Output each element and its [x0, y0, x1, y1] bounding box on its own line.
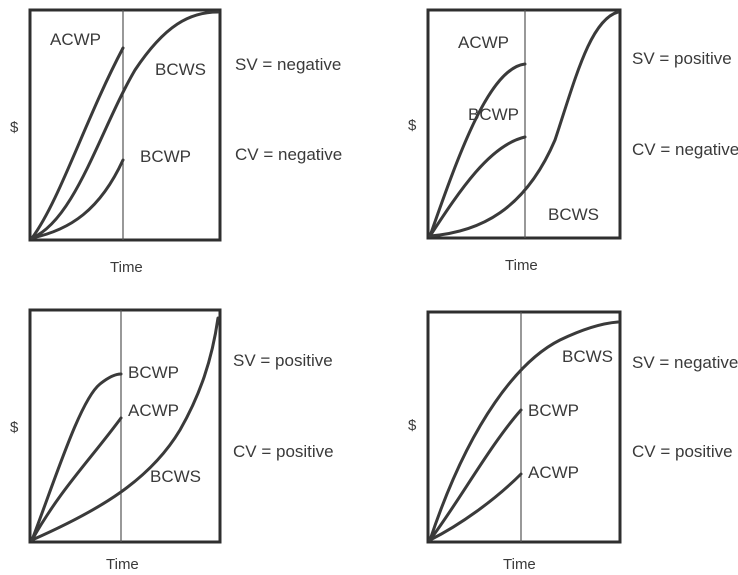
bcwp-curve	[428, 135, 527, 238]
bcwp-label: BCWP	[528, 401, 579, 420]
plot-frame	[28, 8, 222, 242]
panel-sv-positive-cv-negative: ACWP BCWP BCWS SV = positive CV = negati…	[408, 8, 738, 274]
x-axis-label: Time	[110, 259, 143, 276]
bcwp-label: BCWP	[140, 147, 191, 166]
acwp-curve	[428, 62, 527, 238]
bcws-label: BCWS	[548, 205, 599, 224]
schedule-variance-label: SV = negative	[235, 55, 341, 74]
schedule-variance-label: SV = negative	[632, 353, 738, 372]
panel-sv-negative-cv-negative: ACWP BCWS BCWP SV = negative CV = negati…	[10, 8, 342, 276]
bcwp-curve	[428, 408, 523, 542]
x-axis-label: Time	[503, 556, 536, 573]
cost-variance-label: CV = positive	[233, 442, 334, 461]
cost-variance-label: CV = positive	[632, 442, 733, 461]
plot-frame	[426, 8, 622, 240]
acwp-curve	[30, 416, 123, 542]
y-axis-label: $	[10, 419, 19, 436]
bcwp-curve	[30, 158, 125, 240]
bcws-curve	[428, 320, 620, 542]
acwp-label: ACWP	[50, 30, 101, 49]
y-axis-label: $	[10, 119, 19, 136]
bcwp-curve	[30, 372, 123, 542]
acwp-label: ACWP	[458, 33, 509, 52]
acwp-curve	[30, 46, 125, 240]
acwp-label: ACWP	[128, 401, 179, 420]
bcws-label: BCWS	[562, 347, 613, 366]
cost-variance-label: CV = negative	[632, 140, 738, 159]
bcws-curve	[30, 10, 220, 240]
bcws-label: BCWS	[150, 467, 201, 486]
x-axis-label: Time	[505, 257, 538, 274]
plot-frame	[28, 308, 222, 544]
bcwp-label: BCWP	[128, 363, 179, 382]
acwp-curve	[428, 472, 523, 542]
plot-frame	[426, 310, 622, 544]
schedule-variance-label: SV = positive	[632, 49, 732, 68]
panel-sv-negative-cv-positive: BCWS BCWP ACWP SV = negative CV = positi…	[408, 310, 738, 573]
cost-variance-label: CV = negative	[235, 145, 342, 164]
bcws-curve	[30, 316, 220, 542]
bcws-label: BCWS	[155, 60, 206, 79]
y-axis-label: $	[408, 117, 417, 134]
panel-sv-positive-cv-positive: BCWP ACWP BCWS SV = positive CV = positi…	[10, 308, 334, 573]
schedule-variance-label: SV = positive	[233, 351, 333, 370]
bcwp-label: BCWP	[468, 105, 519, 124]
bcws-curve	[428, 10, 620, 238]
y-axis-label: $	[408, 417, 417, 434]
acwp-label: ACWP	[528, 463, 579, 482]
x-axis-label: Time	[106, 556, 139, 573]
